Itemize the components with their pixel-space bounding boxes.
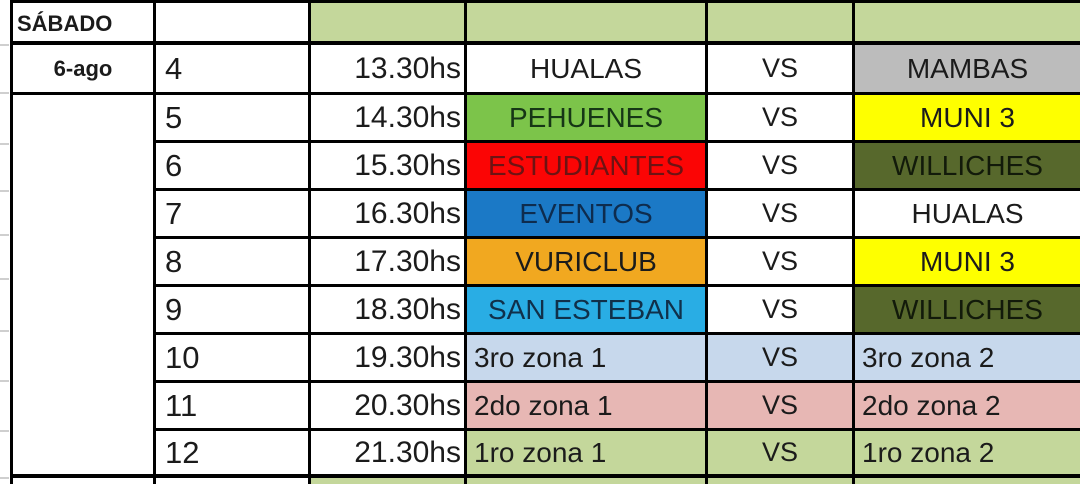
match-number-cell[interactable]: 5 xyxy=(156,95,311,143)
time-cell[interactable]: 18.30hs xyxy=(311,287,467,335)
away-team-cell[interactable]: MUNI 3 xyxy=(855,95,1080,143)
bottom-partial-time-cell[interactable] xyxy=(311,478,467,484)
date-cell[interactable]: 6-ago xyxy=(10,45,156,95)
time-cell[interactable]: 17.30hs xyxy=(311,239,467,287)
home-team-cell[interactable]: PEHUENES xyxy=(467,95,708,143)
time-cell[interactable]: 14.30hs xyxy=(311,95,467,143)
bottom-partial-vs-cell[interactable] xyxy=(708,478,855,484)
match-number-cell[interactable]: 9 xyxy=(156,287,311,335)
away-team-cell[interactable]: 1ro zona 2 xyxy=(855,431,1080,478)
time-header-cell[interactable] xyxy=(311,0,467,45)
home-team-cell[interactable]: 3ro zona 1 xyxy=(467,335,708,383)
vs-cell[interactable]: VS xyxy=(708,143,855,191)
vs-cell[interactable]: VS xyxy=(708,431,855,478)
match-number-header-cell[interactable] xyxy=(156,0,311,45)
vs-cell[interactable]: VS xyxy=(708,239,855,287)
time-cell[interactable]: 16.30hs xyxy=(311,191,467,239)
vs-cell[interactable]: VS xyxy=(708,383,855,431)
vs-header-cell[interactable] xyxy=(708,0,855,45)
home-team-cell[interactable]: SAN ESTEBAN xyxy=(467,287,708,335)
vs-cell[interactable]: VS xyxy=(708,95,855,143)
match-number-cell[interactable]: 12 xyxy=(156,431,311,478)
time-cell[interactable]: 20.30hs xyxy=(311,383,467,431)
left-gutter xyxy=(0,0,10,484)
away-team-cell[interactable]: 3ro zona 2 xyxy=(855,335,1080,383)
away-team-cell[interactable]: WILLICHES xyxy=(855,143,1080,191)
bottom-partial-home-cell[interactable] xyxy=(467,478,708,484)
time-cell[interactable]: 13.30hs xyxy=(311,45,467,95)
match-number-cell[interactable]: 7 xyxy=(156,191,311,239)
away-team-cell[interactable]: HUALAS xyxy=(855,191,1080,239)
home-team-cell[interactable]: VURICLUB xyxy=(467,239,708,287)
bottom-partial-number-cell[interactable] xyxy=(156,478,311,484)
vs-cell[interactable]: VS xyxy=(708,335,855,383)
home-team-cell[interactable]: ESTUDIANTES xyxy=(467,143,708,191)
match-number-cell[interactable]: 11 xyxy=(156,383,311,431)
away-team-cell[interactable]: MUNI 3 xyxy=(855,239,1080,287)
bottom-partial-day-cell[interactable] xyxy=(10,478,156,484)
away-team-cell[interactable]: MAMBAS xyxy=(855,45,1080,95)
home-team-cell[interactable]: 1ro zona 1 xyxy=(467,431,708,478)
home-team-header-cell[interactable] xyxy=(467,0,708,45)
vs-cell[interactable]: VS xyxy=(708,191,855,239)
time-cell[interactable]: 19.30hs xyxy=(311,335,467,383)
match-number-cell[interactable]: 4 xyxy=(156,45,311,95)
day-header-cell[interactable]: SÁBADO xyxy=(10,0,156,45)
home-team-cell[interactable]: EVENTOS xyxy=(467,191,708,239)
away-team-header-cell[interactable] xyxy=(855,0,1080,45)
match-number-cell[interactable]: 6 xyxy=(156,143,311,191)
match-number-cell[interactable]: 8 xyxy=(156,239,311,287)
away-team-cell[interactable]: WILLICHES xyxy=(855,287,1080,335)
day-merged-blank-cell[interactable] xyxy=(10,95,156,478)
home-team-cell[interactable]: HUALAS xyxy=(467,45,708,95)
home-team-cell[interactable]: 2do zona 1 xyxy=(467,383,708,431)
time-cell[interactable]: 21.30hs xyxy=(311,431,467,478)
vs-cell[interactable]: VS xyxy=(708,45,855,95)
schedule-table: SÁBADO 6-ago 4 13.30hs HUALAS VS MAMBAS 5 14.3… xyxy=(10,0,1080,484)
away-team-cell[interactable]: 2do zona 2 xyxy=(855,383,1080,431)
bottom-partial-away-cell[interactable] xyxy=(855,478,1080,484)
time-cell[interactable]: 15.30hs xyxy=(311,143,467,191)
match-number-cell[interactable]: 10 xyxy=(156,335,311,383)
vs-cell[interactable]: VS xyxy=(708,287,855,335)
